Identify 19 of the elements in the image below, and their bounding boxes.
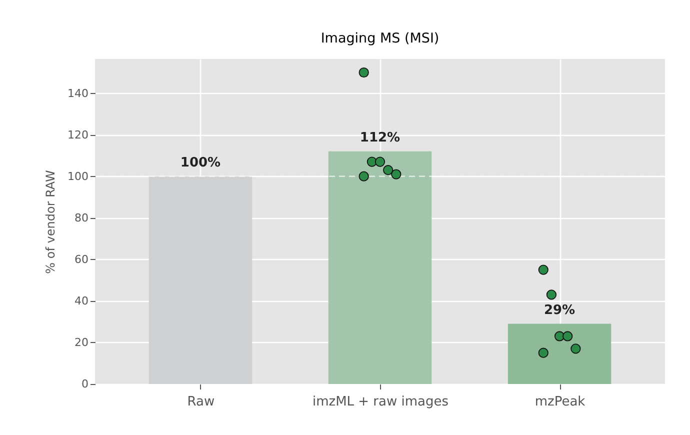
x-tick-label: Raw [187, 394, 216, 410]
data-label: 100% [180, 155, 221, 170]
data-label: 112% [360, 130, 400, 146]
y-tick-label: 40 [74, 294, 88, 308]
y-tick-label: 0 [82, 378, 88, 390]
chart-title: Imaging MS (MSI) [320, 30, 440, 46]
data-label: 29% [544, 302, 576, 318]
x-tick-label: imzML + raw images [312, 394, 449, 410]
y-axis-title: % of vendor RAW [44, 170, 58, 274]
y-tick-label: 120 [68, 128, 88, 142]
bar [508, 324, 612, 384]
x-tick-label: mzPeak [534, 394, 586, 410]
y-tick-label: 60 [74, 252, 88, 266]
y-tick-label: 20 [74, 336, 88, 349]
y-tick-label: 140 [68, 86, 88, 100]
bar [328, 151, 432, 384]
y-tick-label: 80 [74, 211, 88, 224]
y-tick-label: 100 [68, 170, 88, 183]
bar [148, 176, 252, 384]
